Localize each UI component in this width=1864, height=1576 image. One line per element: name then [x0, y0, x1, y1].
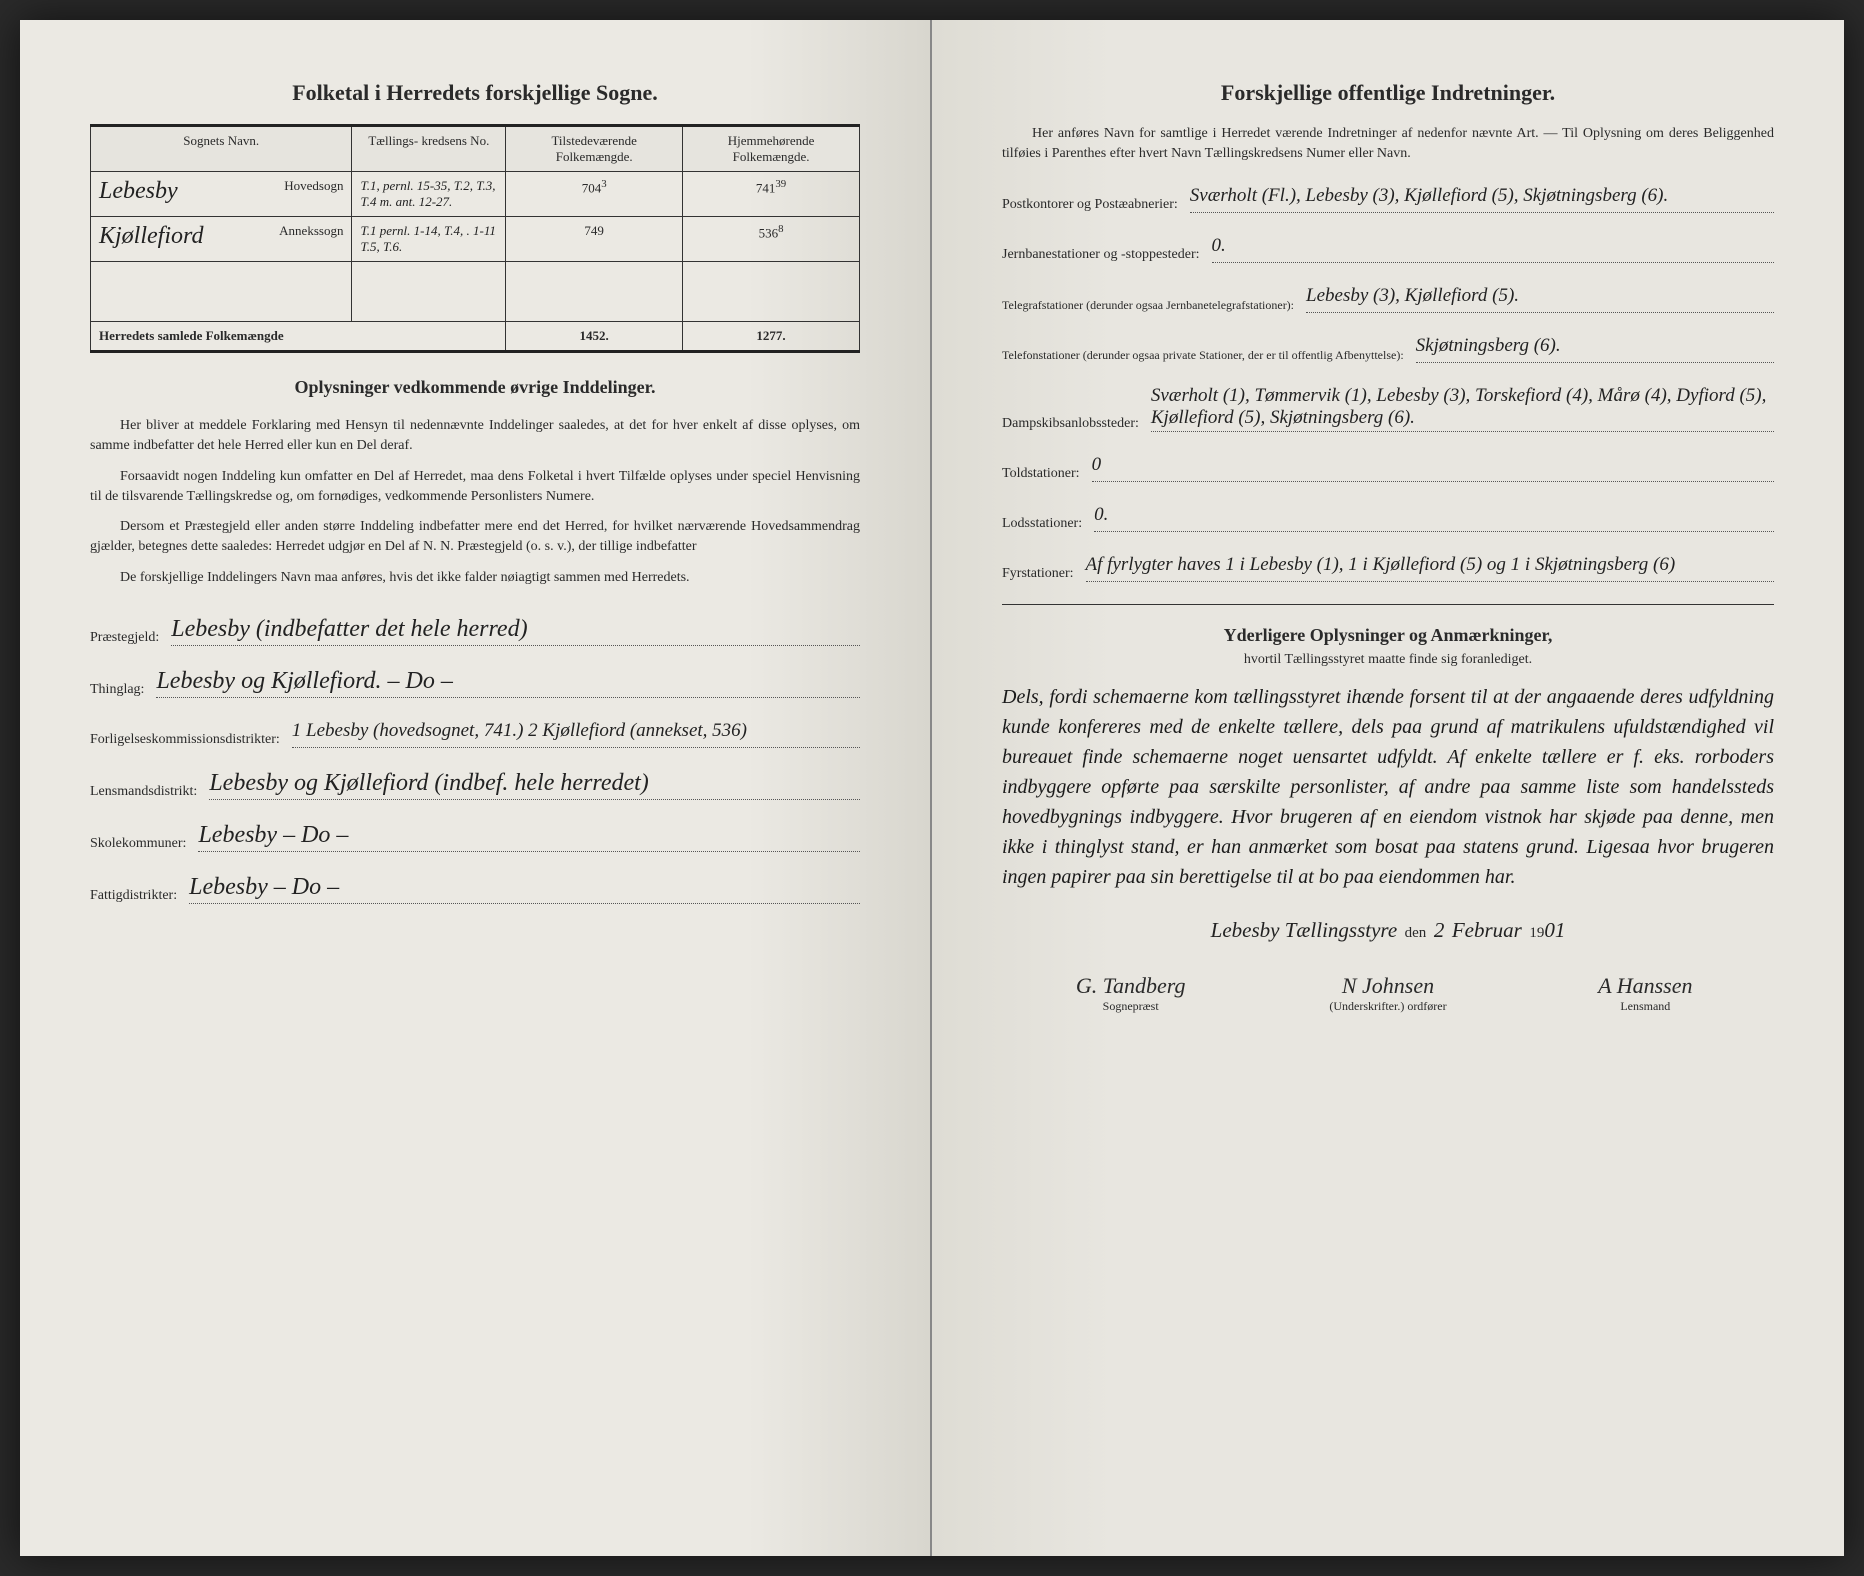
col-kreds: Tællings- kredsens No. [352, 126, 506, 172]
tilstede-val: 7043 [506, 172, 683, 217]
field-jernbane: Jernbanestationer og -stoppesteder: 0. [1002, 235, 1774, 263]
right-title: Forskjellige offentlige Indretninger. [1002, 80, 1774, 106]
right-intro: Her anføres Navn for samtlige i Herredet… [1002, 124, 1774, 165]
left-title: Folketal i Herredets forskjellige Sogne. [90, 80, 860, 106]
field-lods: Lodsstationer: 0. [1002, 504, 1774, 532]
col-sogn: Sognets Navn. [91, 126, 352, 172]
right-page: Forskjellige offentlige Indretninger. He… [932, 20, 1844, 1556]
hjemme-val: 5368 [683, 217, 860, 262]
field-post: Postkontorer og Postæabnerier: Sværholt … [1002, 185, 1774, 213]
para2: Forsaavidt nogen Inddeling kun omfatter … [90, 467, 860, 508]
field-skole: Skolekommuner: Lebesby – Do – [90, 822, 860, 852]
remarks-text: Dels, fordi schemaerne kom tællingsstyre… [1002, 682, 1774, 892]
signatures: G. Tandberg Sognepræst N Johnsen (Unders… [1002, 973, 1774, 1014]
field-fyr: Fyrstationer: Af fyrlygter haves 1 i Leb… [1002, 554, 1774, 582]
col-tilstede: Tilstedeværende Folkemængde. [506, 126, 683, 172]
col-hjemme: Hjemmehørende Folkemængde. [683, 126, 860, 172]
para3: Dersom et Præstegjeld eller anden større… [90, 517, 860, 558]
sogn-type: Hovedsogn [284, 178, 343, 194]
hjemme-val: 74139 [683, 172, 860, 217]
table-row-empty [91, 262, 860, 322]
oplys-title: Oplysninger vedkommende øvrige Inddeling… [90, 377, 860, 398]
kreds-val: T.1, pernl. 15-35, T.2, T.3, T.4 m. ant.… [352, 172, 506, 217]
para1: Her bliver at meddele Forklaring med Hen… [90, 416, 860, 457]
kreds-val: T.1 pernl. 1-14, T.4, . 1-11 T.5, T.6. [352, 217, 506, 262]
total-label: Herredets samlede Folkemængde [91, 322, 506, 352]
field-lensmand: Lensmandsdistrikt: Lebesby og Kjøllefior… [90, 770, 860, 800]
yder-title: Yderligere Oplysninger og Anmærkninger, [1002, 625, 1774, 646]
book-spread: Folketal i Herredets forskjellige Sogne.… [20, 20, 1844, 1556]
field-telegraf: Telegrafstationer (derunder ogsaa Jernba… [1002, 285, 1774, 313]
total-row: Herredets samlede Folkemængde 1452. 1277… [91, 322, 860, 352]
tilstede-val: 749 [506, 217, 683, 262]
sogn-type: Annekssogn [279, 223, 343, 239]
para4: De forskjellige Inddelingers Navn maa an… [90, 568, 860, 588]
separator [1002, 604, 1774, 605]
date-line: Lebesby Tællingsstyre den 2 Februar 1901 [1002, 918, 1774, 943]
field-telefon: Telefonstationer (derunder ogsaa private… [1002, 335, 1774, 363]
signature-1: G. Tandberg Sognepræst [1002, 973, 1259, 1014]
sogn-name: Kjøllefiord [99, 223, 203, 249]
table-row: Kjøllefiord Annekssogn T.1 pernl. 1-14, … [91, 217, 860, 262]
census-table: Sognets Navn. Tællings- kredsens No. Til… [90, 124, 860, 353]
sogn-name: Lebesby [99, 178, 178, 204]
field-told: Toldstationer: 0 [1002, 454, 1774, 482]
field-forligelse: Forligelseskommissionsdistrikter: 1 Lebe… [90, 720, 860, 748]
field-fattig: Fattigdistrikter: Lebesby – Do – [90, 874, 860, 904]
yder-sub: hvortil Tællingsstyret maatte finde sig … [1002, 652, 1774, 668]
total-hjemme: 1277. [683, 322, 860, 352]
signature-2: N Johnsen (Underskrifter.) ordfører [1259, 973, 1516, 1014]
left-page: Folketal i Herredets forskjellige Sogne.… [20, 20, 932, 1556]
field-thinglag: Thinglag: Lebesby og Kjøllefiord. – Do – [90, 668, 860, 698]
total-tilstede: 1452. [506, 322, 683, 352]
signature-3: A Hanssen Lensmand [1517, 973, 1774, 1014]
table-row: Lebesby Hovedsogn T.1, pernl. 15-35, T.2… [91, 172, 860, 217]
field-praestegjeld: Præstegjeld: Lebesby (indbefatter det he… [90, 616, 860, 646]
field-dampskib: Dampskibsanlobssteder: Sværholt (1), Tøm… [1002, 385, 1774, 432]
